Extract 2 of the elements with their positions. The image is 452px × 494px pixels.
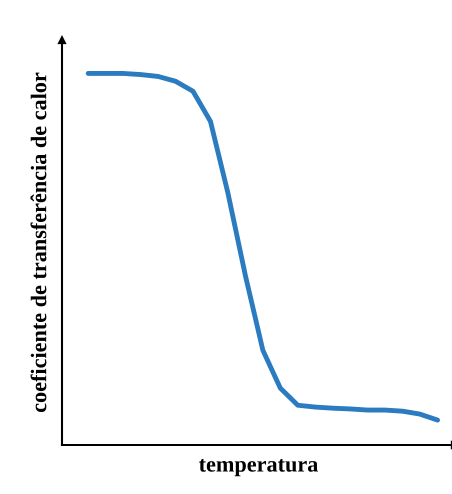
- x-axis-title: temperatura: [199, 459, 318, 476]
- y-axis-title: coeficiente de transferência de calor: [30, 72, 46, 412]
